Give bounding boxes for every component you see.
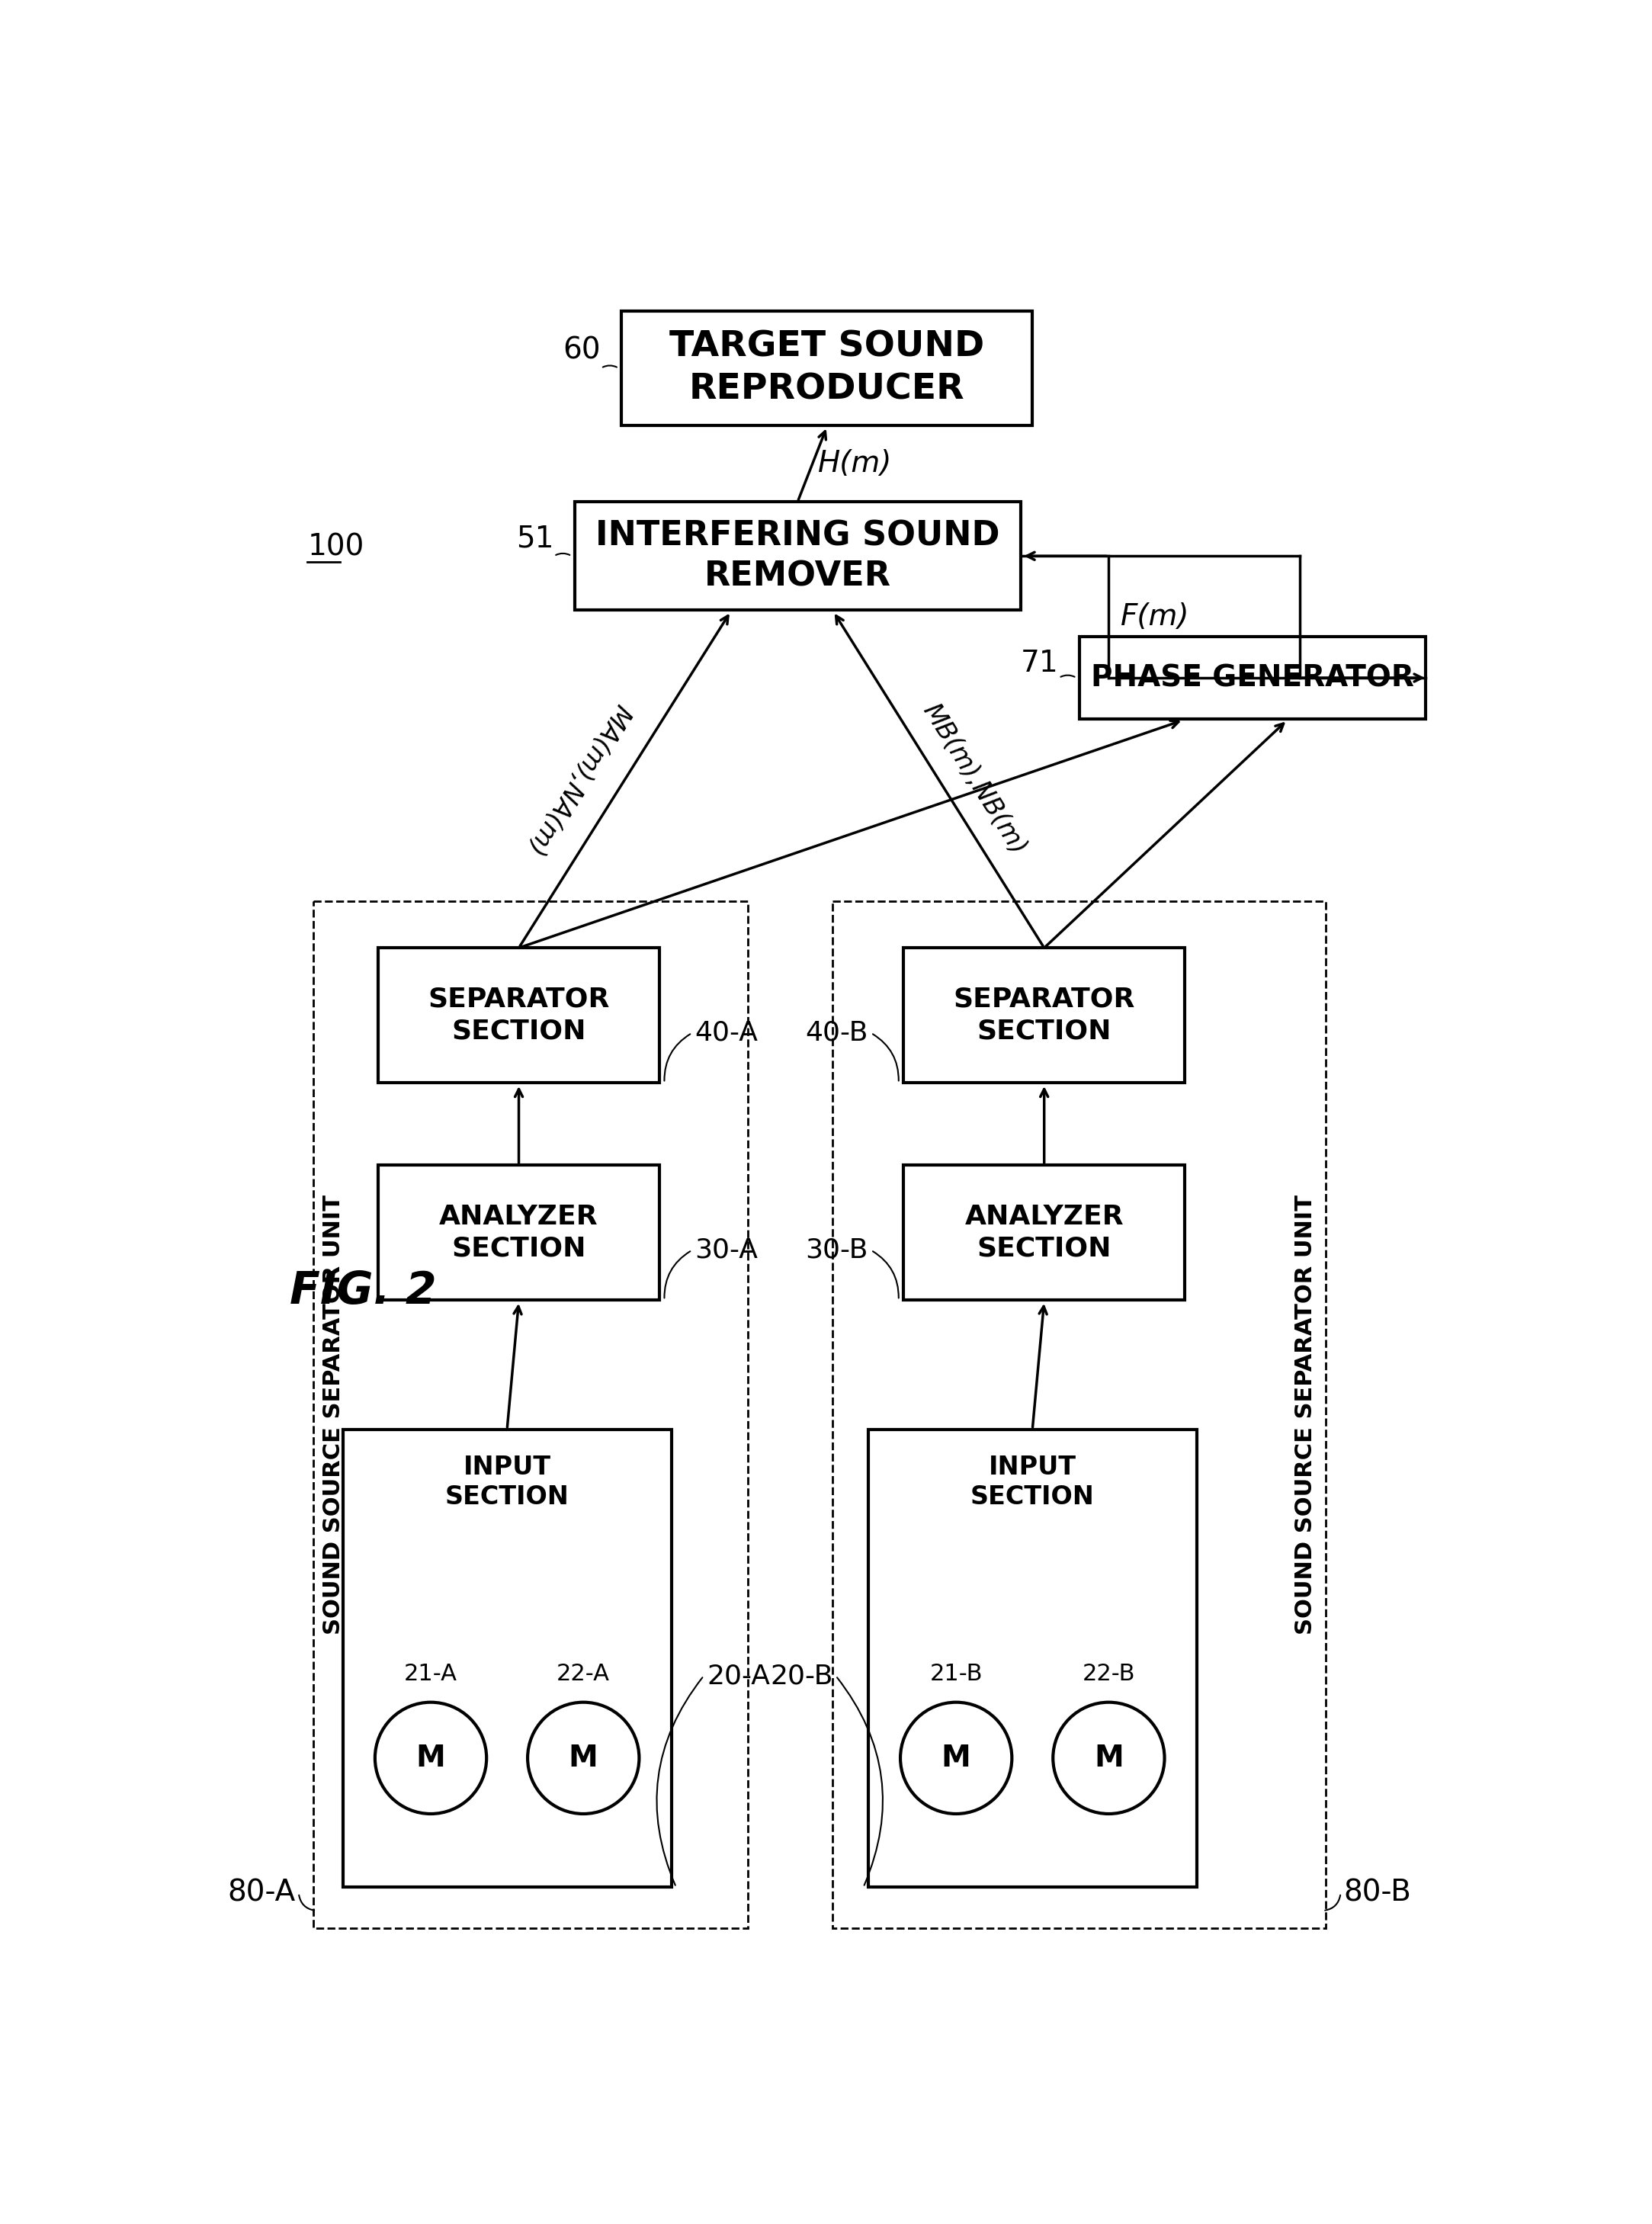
Bar bbox=[378, 947, 659, 1083]
Text: 40-A: 40-A bbox=[695, 1021, 758, 1045]
Text: 80-B: 80-B bbox=[1343, 1879, 1411, 1908]
Bar bbox=[1079, 636, 1426, 718]
Text: 30-B: 30-B bbox=[805, 1237, 867, 1263]
Bar bbox=[342, 1430, 671, 1888]
Bar bbox=[314, 901, 748, 1928]
Circle shape bbox=[900, 1701, 1013, 1815]
Bar bbox=[621, 311, 1032, 425]
Bar bbox=[904, 1165, 1184, 1301]
Text: H(m): H(m) bbox=[818, 449, 892, 478]
Text: 30-A: 30-A bbox=[695, 1237, 758, 1263]
Text: SOUND SOURCE SEPARATOR UNIT: SOUND SOURCE SEPARATOR UNIT bbox=[1294, 1194, 1317, 1635]
Text: 20-B: 20-B bbox=[770, 1664, 833, 1688]
Text: M: M bbox=[416, 1744, 446, 1773]
Text: FIG. 2: FIG. 2 bbox=[289, 1270, 436, 1312]
Text: 21-B: 21-B bbox=[930, 1664, 983, 1684]
Text: M: M bbox=[568, 1744, 598, 1773]
Text: ANALYZER
SECTION: ANALYZER SECTION bbox=[965, 1203, 1123, 1261]
Text: F(m): F(m) bbox=[1120, 603, 1189, 632]
Text: MB(m),NB(m): MB(m),NB(m) bbox=[917, 698, 1031, 858]
Text: 100: 100 bbox=[307, 534, 363, 563]
Circle shape bbox=[375, 1701, 487, 1815]
Text: M: M bbox=[942, 1744, 971, 1773]
Text: 22-A: 22-A bbox=[557, 1664, 610, 1684]
Text: ANALYZER
SECTION: ANALYZER SECTION bbox=[439, 1203, 598, 1261]
Text: TARGET SOUND
REPRODUCER: TARGET SOUND REPRODUCER bbox=[669, 329, 985, 407]
Bar bbox=[575, 503, 1021, 609]
Circle shape bbox=[527, 1701, 639, 1815]
Text: 40-B: 40-B bbox=[805, 1021, 867, 1045]
Bar bbox=[904, 947, 1184, 1083]
Text: 20-A: 20-A bbox=[707, 1664, 770, 1688]
Text: MA(m),NA(m): MA(m),NA(m) bbox=[520, 698, 634, 858]
Circle shape bbox=[1052, 1701, 1165, 1815]
Text: 71: 71 bbox=[1021, 649, 1059, 678]
Text: 60: 60 bbox=[563, 336, 601, 365]
Text: INPUT
SECTION: INPUT SECTION bbox=[970, 1454, 1095, 1510]
Text: 21-A: 21-A bbox=[405, 1664, 458, 1684]
Text: INPUT
SECTION: INPUT SECTION bbox=[444, 1454, 570, 1510]
Bar bbox=[867, 1430, 1196, 1888]
Text: M: M bbox=[1094, 1744, 1123, 1773]
Text: PHASE GENERATOR: PHASE GENERATOR bbox=[1090, 663, 1414, 692]
Text: SEPARATOR
SECTION: SEPARATOR SECTION bbox=[428, 987, 610, 1045]
Text: 80-A: 80-A bbox=[228, 1879, 296, 1908]
Text: SEPARATOR
SECTION: SEPARATOR SECTION bbox=[953, 987, 1135, 1045]
Bar bbox=[833, 901, 1327, 1928]
Text: 51: 51 bbox=[517, 525, 553, 554]
Text: SOUND SOURCE SEPARATOR UNIT: SOUND SOURCE SEPARATOR UNIT bbox=[322, 1194, 345, 1635]
Text: INTERFERING SOUND
REMOVER: INTERFERING SOUND REMOVER bbox=[595, 520, 999, 592]
Text: 22-B: 22-B bbox=[1082, 1664, 1135, 1684]
Bar bbox=[378, 1165, 659, 1301]
